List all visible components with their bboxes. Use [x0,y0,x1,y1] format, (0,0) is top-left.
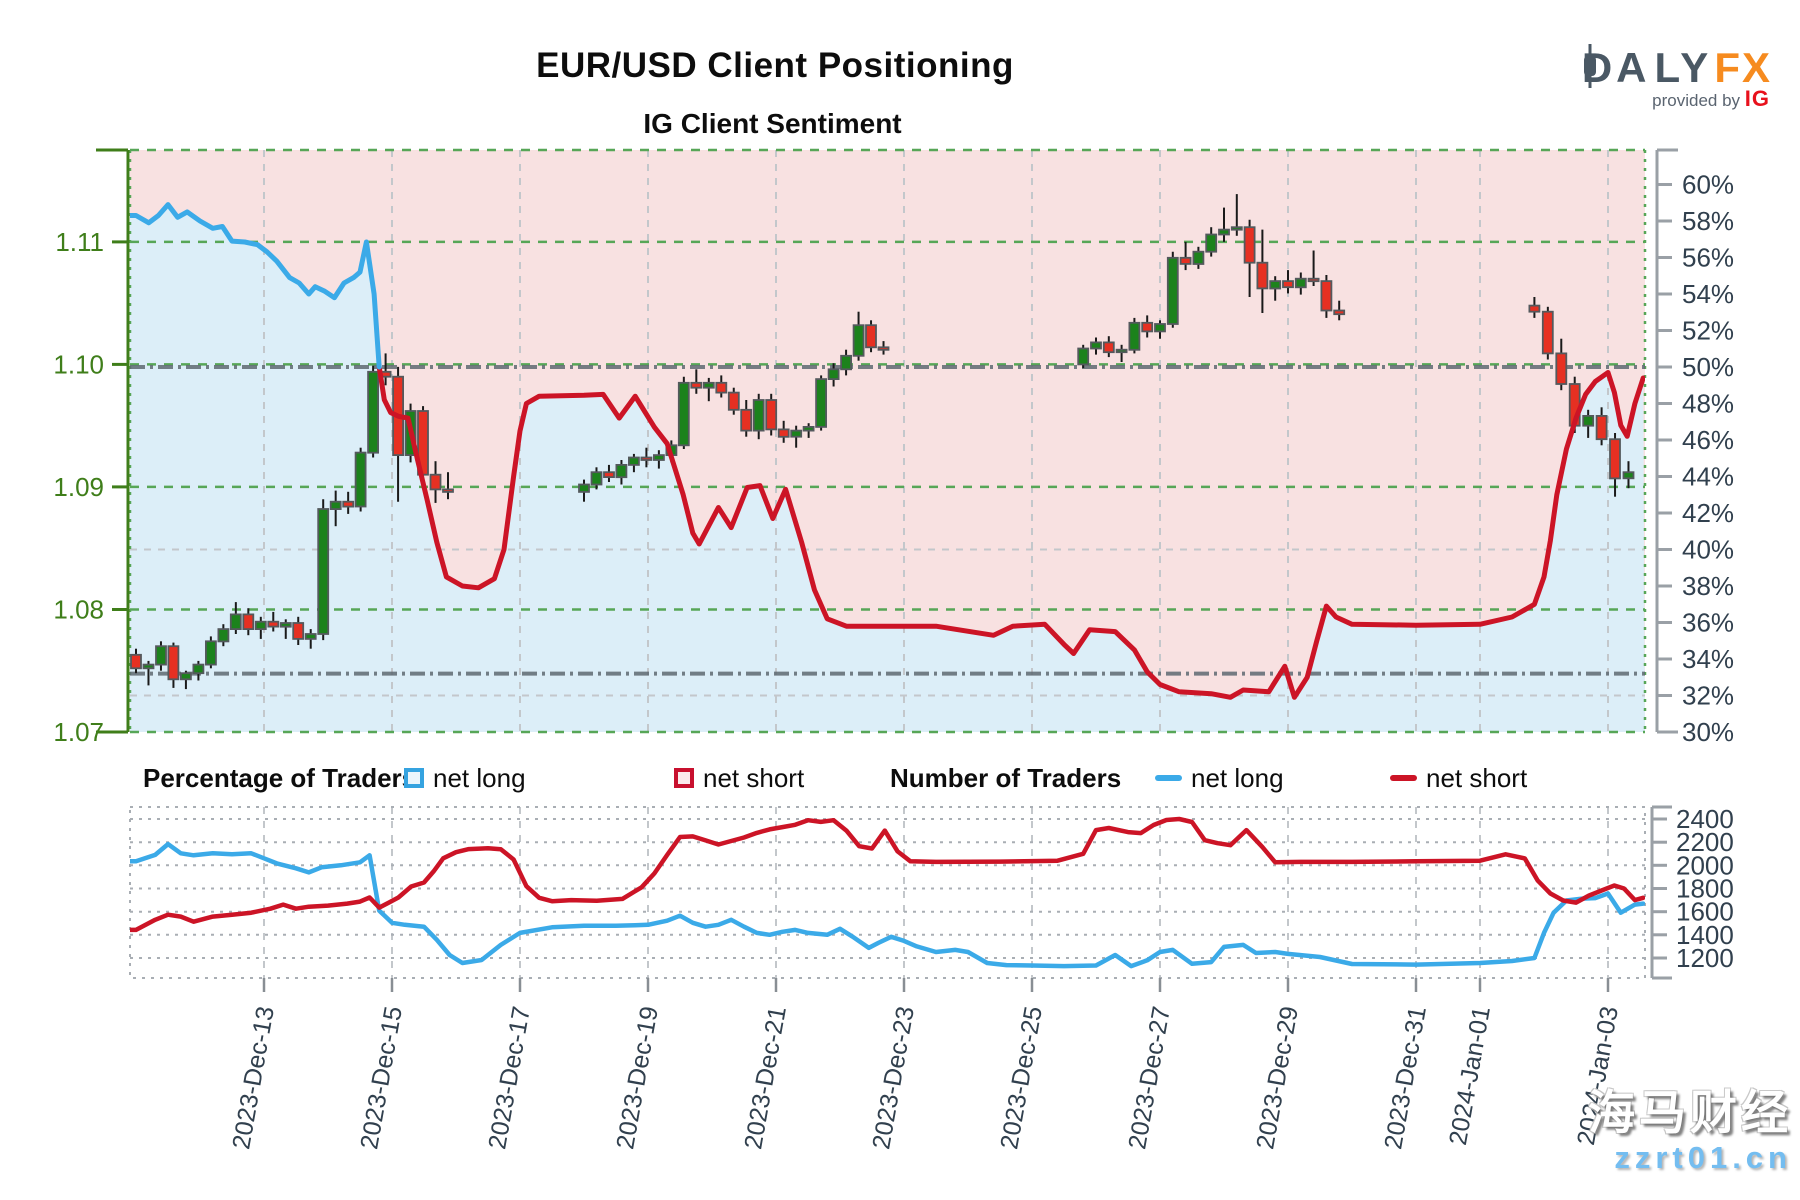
dailyfx-logo: DA LY FX [1582,44,1772,92]
svg-text:1600: 1600 [1676,897,1734,927]
legend-group-number: Number of Traders [890,762,1122,793]
logo-text-ly: LY [1654,44,1713,91]
svg-text:58%: 58% [1682,206,1734,236]
svg-text:2023-Dec-13: 2023-Dec-13 [227,1004,280,1151]
svg-text:1400: 1400 [1676,920,1734,950]
watermark-cn: 海马财经 [1588,1086,1792,1139]
chart-subtitle: IG Client Sentiment [643,108,902,139]
page-title: EUR/USD Client Positioning [536,46,1014,85]
svg-text:50%: 50% [1682,352,1734,382]
watermark: 海马财经 zzrt01.cn [1588,1086,1792,1176]
logo-text-fx: FX [1714,44,1772,91]
net-short-square-swatch [674,768,694,788]
svg-text:2023-Dec-23: 2023-Dec-23 [867,1004,920,1151]
svg-text:56%: 56% [1682,243,1734,273]
legend-item-num-net-long: net long [1155,758,1284,798]
svg-text:42%: 42% [1682,498,1734,528]
svg-text:52%: 52% [1682,316,1734,346]
svg-text:2023-Dec-21: 2023-Dec-21 [739,1004,792,1151]
svg-text:38%: 38% [1682,571,1734,601]
svg-text:1.10: 1.10 [53,349,104,379]
svg-text:40%: 40% [1682,535,1734,565]
net-long-line-swatch [1155,775,1182,781]
svg-text:60%: 60% [1682,170,1734,200]
legend: Percentage of Traders net long net short… [0,758,1800,798]
legend-item-num-net-short: net short [1390,758,1527,798]
svg-text:54%: 54% [1682,279,1734,309]
svg-text:34%: 34% [1682,644,1734,674]
svg-text:2023-Dec-29: 2023-Dec-29 [1251,1004,1304,1151]
svg-text:1200: 1200 [1676,943,1734,973]
svg-text:1800: 1800 [1676,874,1734,904]
svg-text:32%: 32% [1682,681,1734,711]
svg-text:1.07: 1.07 [53,717,104,747]
watermark-url: zzrt01.cn [1614,1140,1792,1176]
logo-tagline: provided by IG [1652,86,1770,111]
net-short-line-swatch [1390,775,1417,781]
svg-text:2024-Jan-01: 2024-Jan-01 [1444,1004,1496,1147]
ig-logo: IG [1744,86,1770,111]
svg-text:44%: 44% [1682,462,1734,492]
svg-text:2200: 2200 [1676,827,1734,857]
svg-text:1.08: 1.08 [53,595,104,625]
legend-item-pct-net-short: net short [674,758,804,798]
svg-text:2023-Dec-25: 2023-Dec-25 [995,1004,1048,1151]
svg-text:36%: 36% [1682,608,1734,638]
svg-text:48%: 48% [1682,389,1734,419]
svg-text:46%: 46% [1682,425,1734,455]
svg-text:30%: 30% [1682,717,1734,747]
net-long-square-swatch [404,768,424,788]
svg-text:2023-Dec-27: 2023-Dec-27 [1123,1004,1176,1151]
svg-text:2023-Dec-17: 2023-Dec-17 [483,1004,536,1151]
svg-text:2023-Dec-31: 2023-Dec-31 [1379,1004,1432,1151]
svg-text:2023-Dec-19: 2023-Dec-19 [611,1004,664,1151]
svg-text:2400: 2400 [1676,804,1734,834]
svg-text:2000: 2000 [1676,850,1734,880]
svg-text:1.09: 1.09 [53,472,104,502]
legend-item-pct-net-long: net long [404,758,526,798]
legend-group-percentage: Percentage of Traders [143,762,417,793]
svg-text:2023-Dec-15: 2023-Dec-15 [355,1004,408,1151]
svg-text:1.11: 1.11 [55,227,104,257]
